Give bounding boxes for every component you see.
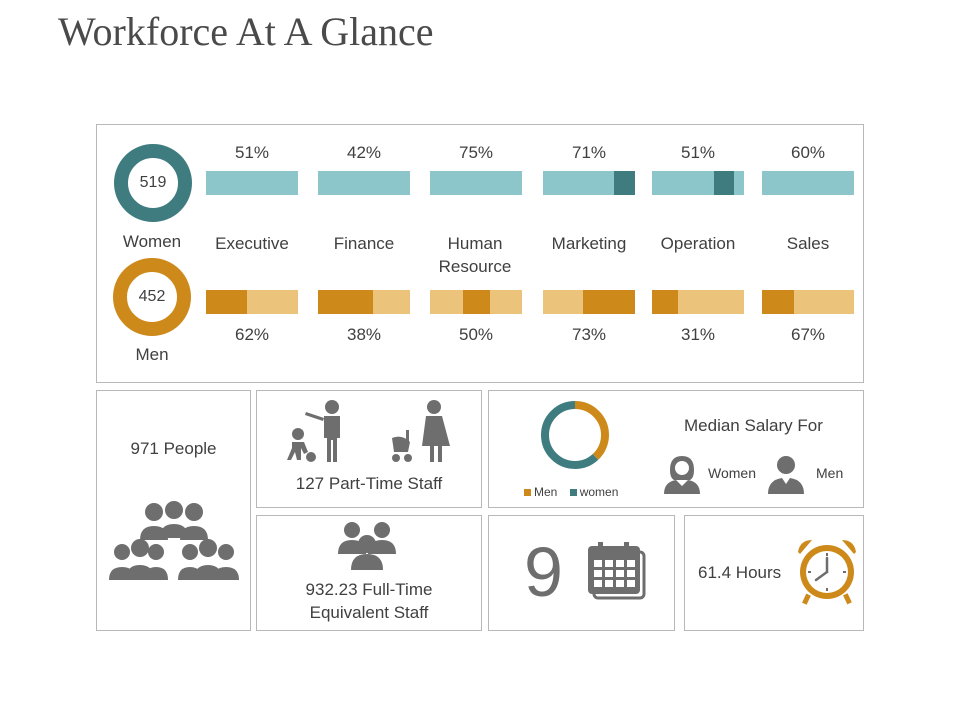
part-time-label: 127 Part-Time Staff [295, 474, 443, 493]
department-label: Finance [333, 234, 395, 253]
women-percent: 51% [680, 143, 716, 162]
women-bar [762, 171, 854, 195]
legend-women-label: women [579, 485, 619, 499]
legend-men-label: Men [534, 485, 558, 499]
men-bar-highlight [583, 290, 635, 314]
woman-with-stroller-icon [388, 398, 458, 464]
department-label: Executive [215, 234, 289, 253]
department-label: Human Resource [438, 234, 512, 276]
man-playing-with-child-icon [280, 398, 350, 464]
legend-women-swatch [569, 489, 577, 496]
men-bar [318, 290, 410, 314]
women-bar-highlight [614, 171, 635, 195]
fte-label-line1: 932.23 Full-Time [305, 580, 433, 599]
men-ring [112, 257, 192, 337]
men-count: 452 [138, 288, 166, 305]
men-percent: 67% [790, 325, 826, 344]
men-bar [430, 290, 522, 314]
department-label: Marketing [551, 234, 627, 253]
men-bar [206, 290, 298, 314]
women-percent: 60% [790, 143, 826, 162]
hours-label: 61.4 Hours [698, 563, 782, 582]
salary-women-label: Women [708, 465, 756, 481]
men-bar [543, 290, 635, 314]
men-percent: 38% [346, 325, 382, 344]
women-bar [543, 171, 635, 195]
men-percent: 62% [234, 325, 270, 344]
men-bar-highlight [463, 290, 490, 314]
department-panel [96, 124, 864, 383]
women-percent: 42% [346, 143, 382, 162]
man-avatar-icon [768, 454, 804, 494]
women-bar [430, 171, 522, 195]
men-percent: 31% [680, 325, 716, 344]
alarm-clock-icon [796, 536, 858, 606]
women-ring [113, 143, 193, 223]
men-bar-highlight [762, 290, 794, 314]
page-title: Workforce At A Glance [58, 9, 434, 54]
gender-donut-chart [538, 398, 612, 472]
donut-legend: Men women [524, 485, 618, 499]
men-bar-highlight [206, 290, 247, 314]
department-label: Operation [660, 234, 736, 253]
people-label: 971 People [130, 439, 217, 458]
women-label: Women [122, 232, 182, 251]
woman-avatar-icon [662, 454, 702, 494]
women-percent: 71% [571, 143, 607, 162]
salary-title: Median Salary For [684, 416, 823, 435]
men-bar [762, 290, 854, 314]
women-bar [652, 171, 744, 195]
women-bar [206, 171, 298, 195]
department-label: Sales [786, 234, 830, 253]
donut-slice-women [541, 401, 609, 469]
team-icon [334, 520, 400, 570]
men-bar [652, 290, 744, 314]
women-count: 519 [139, 174, 167, 191]
men-bar-highlight [318, 290, 373, 314]
fte-label-line2: Equivalent Staff [309, 603, 429, 622]
women-bar-highlight [714, 171, 734, 195]
men-percent: 73% [571, 325, 607, 344]
women-percent: 75% [458, 143, 494, 162]
women-percent: 51% [234, 143, 270, 162]
legend-men-swatch [524, 489, 531, 496]
men-label: Men [135, 345, 169, 364]
salary-men-label: Men [816, 465, 844, 481]
men-percent: 50% [458, 325, 494, 344]
men-bar-highlight [652, 290, 678, 314]
calendar-icon [586, 542, 648, 602]
women-bar [318, 171, 410, 195]
group-icon [106, 500, 242, 588]
fte-card [256, 515, 482, 631]
calendar-value: 9 [524, 533, 563, 611]
